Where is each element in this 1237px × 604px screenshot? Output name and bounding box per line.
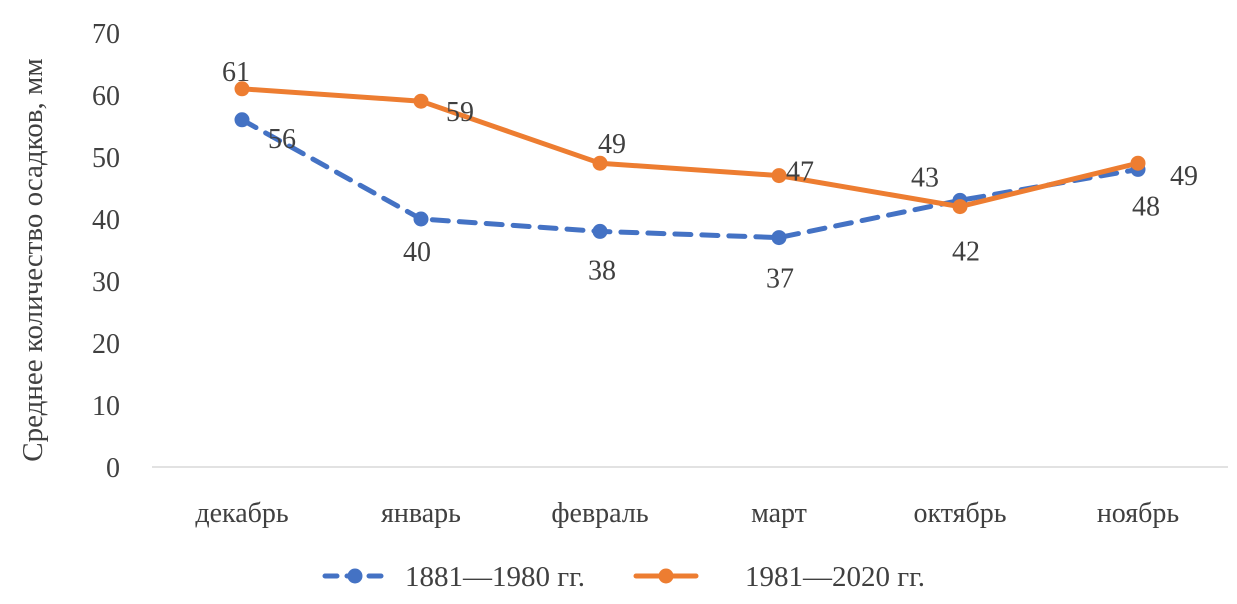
data-label: 42 <box>952 237 980 268</box>
x-tick-label: декабрь <box>195 498 288 529</box>
x-tick-label: октябрь <box>914 498 1007 529</box>
x-tick-label: март <box>751 498 807 529</box>
legend-marker-icon <box>658 568 674 584</box>
data-label: 38 <box>588 255 616 286</box>
x-tick-label: февраль <box>551 498 648 529</box>
series-line-1 <box>241 86 1139 210</box>
data-point <box>413 93 429 109</box>
y-tick-label: 0 <box>106 453 120 484</box>
legend-label: 1981—2020 гг. <box>745 561 925 593</box>
data-point <box>771 168 787 184</box>
data-point <box>952 199 968 215</box>
data-label: 43 <box>911 162 939 193</box>
y-tick-label: 50 <box>92 143 120 174</box>
data-label: 47 <box>786 157 814 188</box>
legend: 1881—1980 гг. 1981—2020 гг. <box>322 561 925 593</box>
y-tick-label: 70 <box>92 19 120 50</box>
y-tick-label: 30 <box>92 267 120 298</box>
data-label: 59 <box>446 97 474 128</box>
data-label: 37 <box>766 264 794 295</box>
data-point <box>771 230 787 246</box>
x-tick-label: ноябрь <box>1097 498 1179 529</box>
y-axis-label: Среднее количество осадков, мм <box>17 58 49 461</box>
data-label: 49 <box>1170 161 1198 192</box>
data-point <box>592 155 608 171</box>
series-line-0 <box>239 117 1141 241</box>
data-label: 61 <box>222 57 250 88</box>
data-label: 56 <box>268 124 296 155</box>
legend-label: 1881—1980 гг. <box>405 561 585 593</box>
data-label: 48 <box>1132 191 1160 222</box>
x-tick-label: январь <box>381 498 461 529</box>
data-point <box>234 112 250 128</box>
data-point <box>1130 155 1146 171</box>
y-tick-label: 20 <box>92 329 120 360</box>
data-point <box>413 211 429 227</box>
data-label: 40 <box>403 237 431 268</box>
legend-marker-icon <box>347 568 363 584</box>
y-tick-label: 10 <box>92 391 120 422</box>
data-point <box>592 223 608 239</box>
y-tick-label: 60 <box>92 81 120 112</box>
y-tick-label: 40 <box>92 205 120 236</box>
data-point <box>234 81 250 97</box>
data-label: 49 <box>598 129 626 160</box>
